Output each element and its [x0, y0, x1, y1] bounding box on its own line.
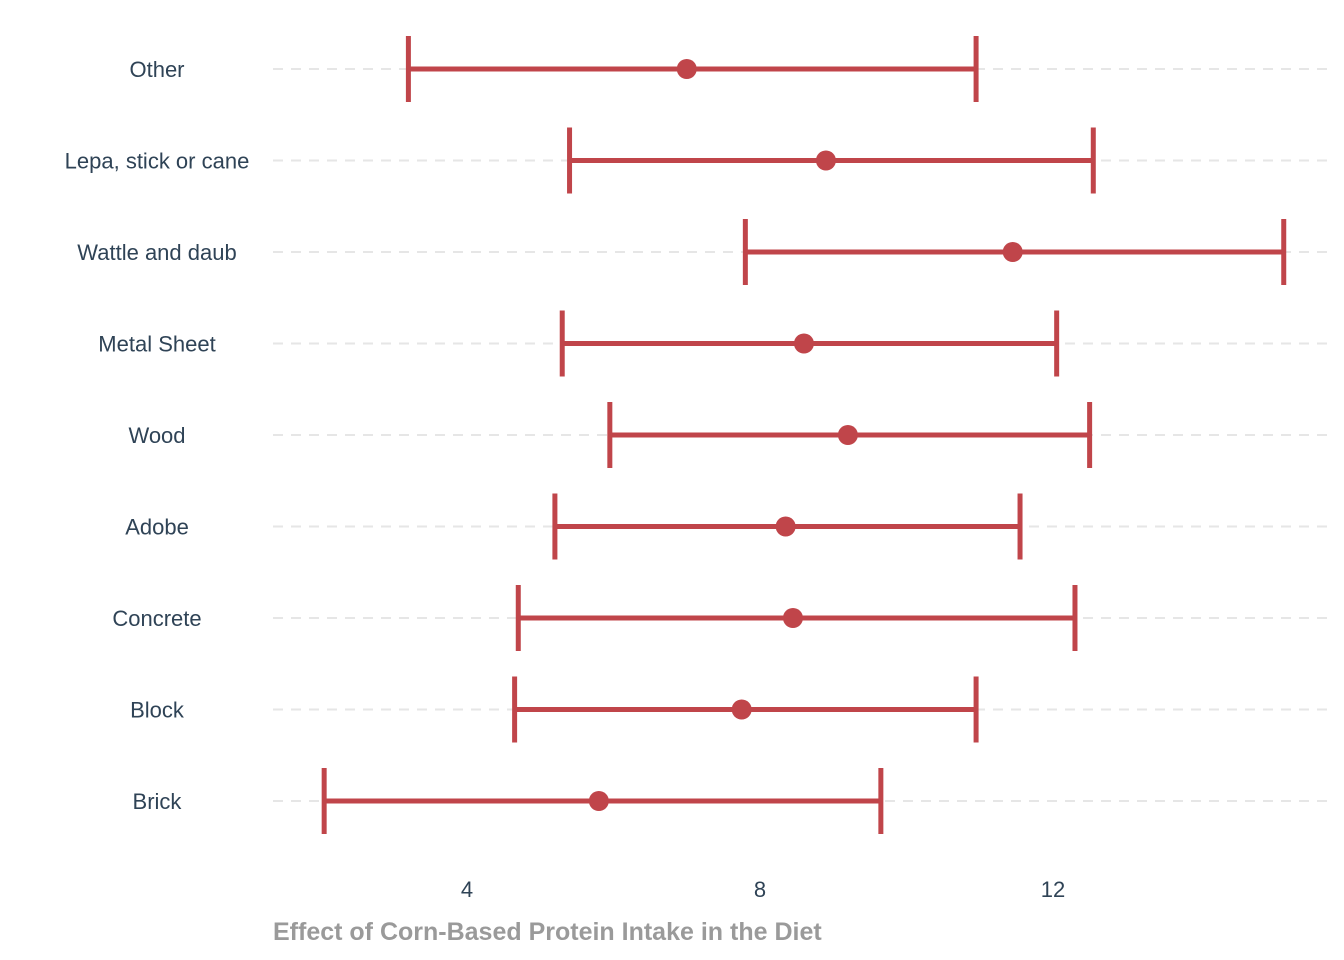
- y-tick-label: Lepa, stick or cane: [65, 149, 250, 174]
- y-tick-label: Adobe: [125, 515, 189, 540]
- x-tick-label: 8: [754, 877, 766, 902]
- estimate-point: [793, 333, 814, 354]
- point-layer: [588, 59, 1023, 811]
- y-tick-label: Wattle and daub: [77, 240, 236, 265]
- y-tick-label: Block: [130, 698, 185, 723]
- x-tick-labels: 4 8 12: [461, 877, 1065, 902]
- x-axis-title: Effect of Corn-Based Protein Intake in t…: [273, 918, 822, 946]
- x-tick-label: 12: [1041, 877, 1065, 902]
- estimate-point: [1002, 242, 1023, 262]
- estimate-point: [731, 699, 752, 720]
- estimate-point: [588, 791, 609, 811]
- y-tick-label: Other: [129, 57, 184, 82]
- y-tick-labels: Other Lepa, stick or cane Wattle and daub M…: [65, 57, 250, 814]
- y-tick-label: Wood: [128, 423, 185, 448]
- estimate-point: [815, 150, 836, 171]
- y-tick-label: Concrete: [112, 606, 201, 631]
- x-tick-label: 4: [461, 877, 473, 902]
- estimate-point: [782, 608, 803, 628]
- y-tick-label: Metal Sheet: [98, 332, 215, 357]
- y-tick-label: Brick: [133, 789, 183, 814]
- estimate-point: [676, 59, 697, 79]
- estimate-point: [837, 425, 858, 445]
- estimate-point: [775, 516, 796, 537]
